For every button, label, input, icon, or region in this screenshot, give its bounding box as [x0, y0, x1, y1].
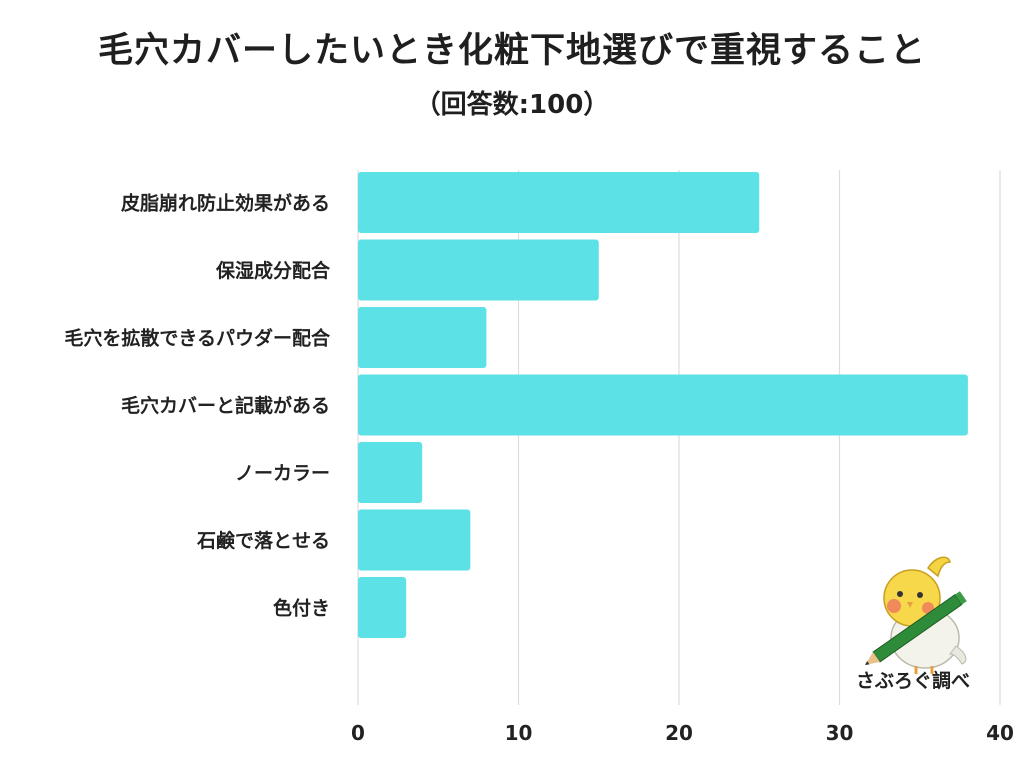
source-credit: さぶろぐ調べ	[855, 670, 970, 692]
bars	[358, 172, 968, 638]
bar	[358, 442, 423, 503]
chart-title: 毛穴カバーしたいとき化粧下地選びで重視すること	[97, 31, 926, 71]
category-labels: 皮脂崩れ防止効果がある保湿成分配合毛穴を拡散できるパウダー配合毛穴カバーと記載が…	[64, 192, 331, 620]
bird-mascot-with-pencil-icon	[850, 550, 980, 700]
category-label: 石鹸で落とせる	[196, 529, 330, 552]
category-label: 保湿成分配合	[215, 259, 331, 282]
bar	[358, 374, 968, 436]
x-tick-label: 30	[826, 721, 854, 745]
category-label: 色付き	[273, 597, 330, 620]
bar	[358, 172, 760, 233]
x-tick-label: 20	[665, 721, 693, 745]
bar	[358, 577, 407, 638]
category-label: 毛穴カバーと記載がある	[121, 394, 330, 417]
x-tick-label: 0	[351, 721, 365, 745]
bar	[358, 239, 599, 301]
x-tick-label: 40	[986, 721, 1014, 745]
category-label: 皮脂崩れ防止効果がある	[121, 192, 330, 215]
bar	[358, 509, 471, 571]
category-label: ノーカラー	[235, 463, 330, 485]
chart-subtitle: （回答数:100）	[414, 90, 610, 120]
x-tick-label: 10	[505, 721, 533, 745]
bar	[358, 307, 487, 368]
category-label: 毛穴を拡散できるパウダー配合	[64, 327, 331, 350]
tick-labels: 0 10 20 30 40	[351, 721, 1014, 745]
